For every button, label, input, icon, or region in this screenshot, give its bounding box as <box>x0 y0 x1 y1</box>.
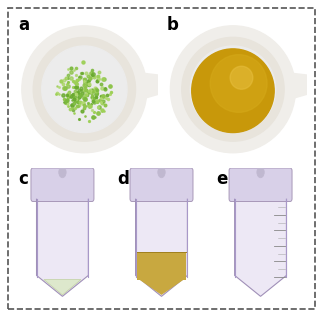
Circle shape <box>210 55 267 112</box>
FancyBboxPatch shape <box>130 168 193 202</box>
Text: c: c <box>18 170 28 188</box>
Polygon shape <box>36 275 89 296</box>
Polygon shape <box>234 275 287 296</box>
Bar <box>234 199 287 277</box>
Text: e: e <box>216 170 227 188</box>
Circle shape <box>22 26 147 153</box>
Text: d: d <box>117 170 129 188</box>
FancyBboxPatch shape <box>229 168 292 202</box>
Circle shape <box>158 167 165 178</box>
Text: b: b <box>166 16 178 34</box>
Circle shape <box>230 66 253 89</box>
Circle shape <box>33 37 136 141</box>
Circle shape <box>39 210 86 280</box>
Circle shape <box>182 37 284 141</box>
Circle shape <box>192 49 274 133</box>
Bar <box>36 199 89 277</box>
Bar <box>136 199 187 277</box>
Polygon shape <box>44 280 81 295</box>
Text: a: a <box>18 16 29 34</box>
Circle shape <box>138 210 185 280</box>
Polygon shape <box>139 280 184 295</box>
Circle shape <box>257 167 264 178</box>
Polygon shape <box>138 72 162 101</box>
Circle shape <box>42 46 127 133</box>
Polygon shape <box>136 275 187 296</box>
FancyBboxPatch shape <box>31 168 94 202</box>
Circle shape <box>190 46 276 133</box>
Polygon shape <box>287 72 311 101</box>
Bar <box>137 252 186 280</box>
Circle shape <box>171 26 296 153</box>
Circle shape <box>59 167 66 178</box>
Circle shape <box>237 210 284 280</box>
